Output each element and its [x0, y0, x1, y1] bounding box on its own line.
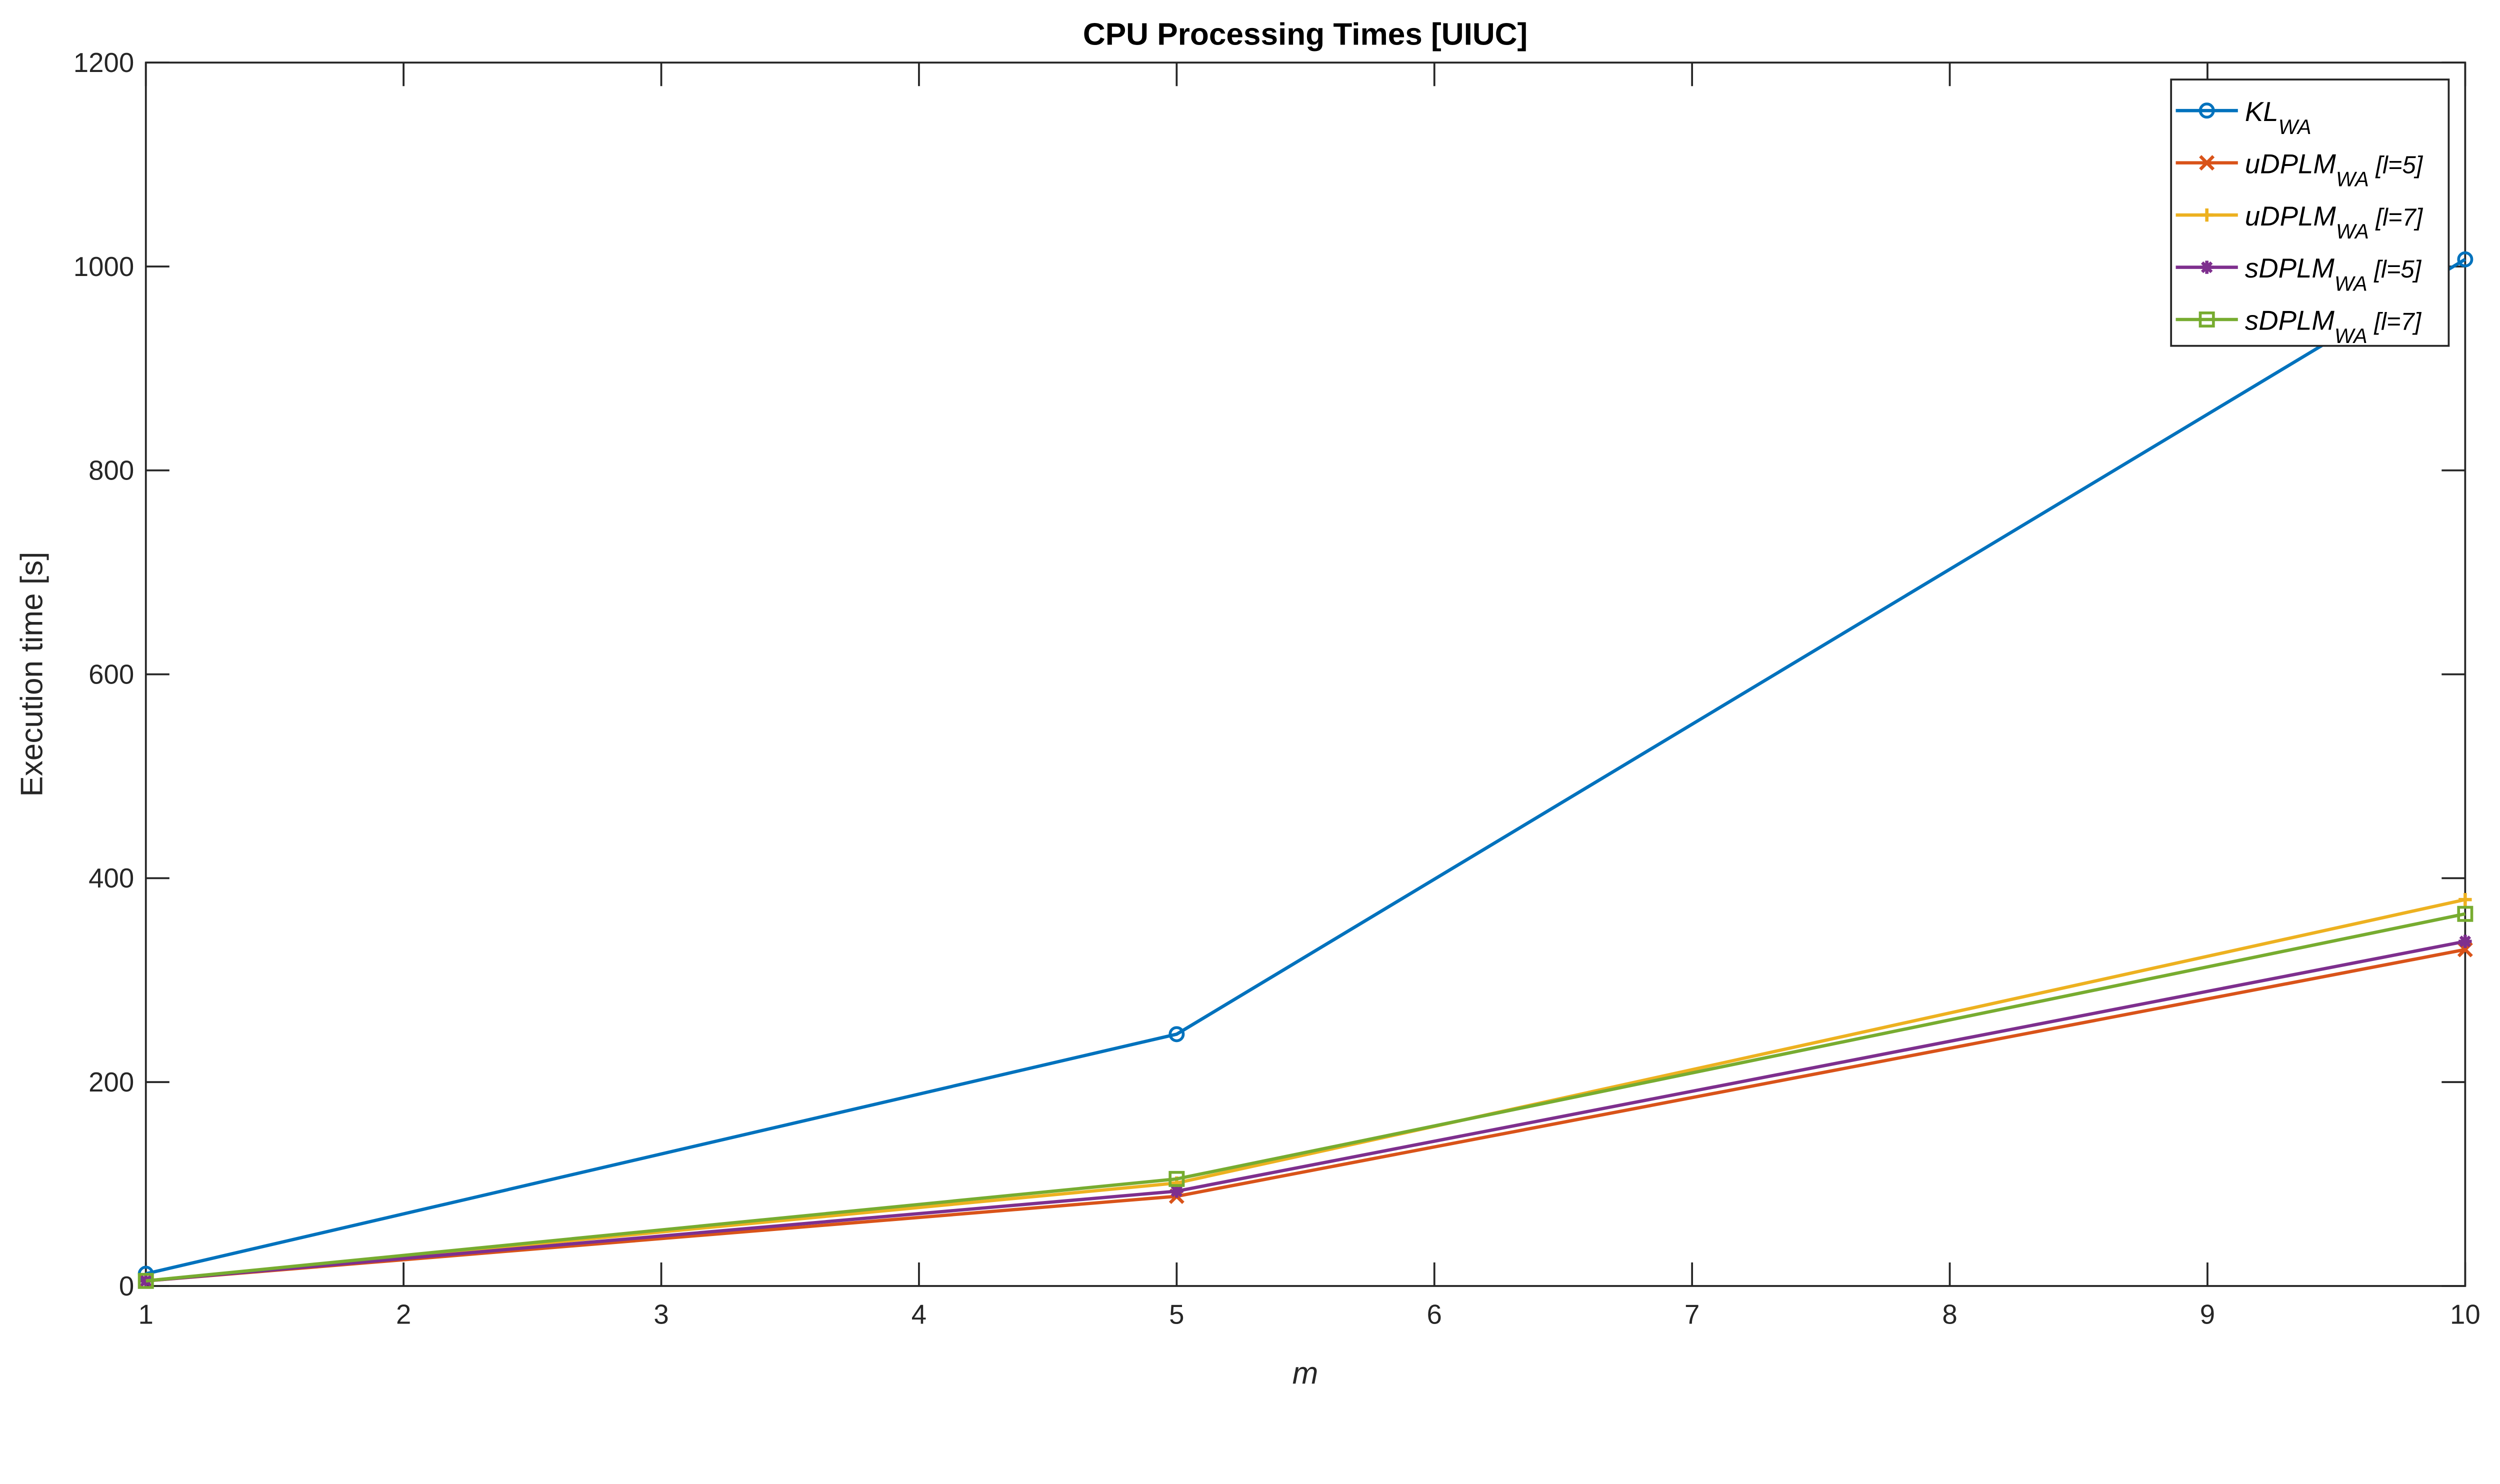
x-tick-label: 7	[1684, 1299, 1700, 1330]
x-tick-label: 5	[1169, 1299, 1184, 1330]
marker-asterisk	[139, 1274, 152, 1288]
marker-asterisk	[2200, 260, 2214, 274]
y-tick-label: 1200	[74, 48, 134, 78]
marker-asterisk	[1170, 1184, 1184, 1198]
legend-label: KLWA	[2245, 96, 2312, 138]
legend-label: uDPLMWA [l=5]	[2245, 148, 2424, 190]
legend-item: KLWA	[2176, 96, 2312, 138]
series-line	[146, 940, 2466, 1283]
x-tick-label: 9	[2200, 1299, 2215, 1330]
y-axis-label: Execution time [s]	[15, 552, 50, 796]
series-line	[146, 948, 2466, 1283]
x-tick-label: 10	[2450, 1299, 2480, 1330]
x-tick-label: 1	[138, 1299, 154, 1330]
series-line	[146, 912, 2466, 1283]
marker-plus	[2458, 893, 2472, 906]
marker-square	[1168, 1170, 1185, 1187]
legend-item: uDPLMWA [l=7]	[2176, 201, 2424, 243]
legend-label: uDPLMWA [l=7]	[2245, 201, 2424, 243]
marker-asterisk	[2458, 934, 2472, 948]
x-tick-label: 2	[396, 1299, 411, 1330]
marker-square	[2198, 311, 2215, 328]
legend-item: sDPLMWA [l=7]	[2176, 306, 2422, 348]
series-4	[138, 906, 2474, 1289]
x-tick-label: 3	[654, 1299, 668, 1330]
x-tick-label: 8	[1942, 1299, 1957, 1330]
marker-circle	[1168, 1026, 1185, 1042]
legend-box	[2170, 78, 2450, 347]
marker-square	[138, 1272, 154, 1289]
legend-item: sDPLMWA [l=5]	[2176, 253, 2422, 296]
marker-x	[2199, 155, 2215, 171]
series-0	[138, 251, 2474, 1282]
marker-square	[2457, 906, 2474, 922]
y-tick-label: 0	[119, 1271, 134, 1302]
legend-item: uDPLMWA [l=5]	[2176, 148, 2424, 191]
x-axis-label: m	[1292, 1356, 1318, 1390]
axes: 1 2 3 4 5 6 7 8 9 10 0 200 400 600 800 1000 1200	[74, 48, 2480, 1330]
series-3	[139, 934, 2472, 1288]
plot-box	[144, 62, 2466, 1287]
series-2	[139, 893, 2472, 1288]
x-tick-label: 6	[1427, 1299, 1442, 1330]
marker-circle	[2457, 251, 2474, 268]
chart-title: CPU Processing Times [UIUC]	[1083, 17, 1528, 52]
series-1	[138, 942, 2473, 1289]
chart: CPU Processing Times [UIUC] m Execution …	[15, 17, 2480, 1390]
marker-plus	[2200, 208, 2214, 222]
y-tick-label: 400	[88, 863, 134, 894]
y-tick-label: 1000	[74, 252, 134, 282]
legend: KLWA uDPLMWA [l=5] uDPLMWA [l=7] sDPLMWA [l…	[2170, 78, 2450, 348]
x-tick-label: 4	[912, 1299, 926, 1330]
legend-label: sDPLMWA [l=5]	[2245, 253, 2422, 295]
legend-label: sDPLMWA [l=7]	[2245, 306, 2422, 348]
series-lines	[138, 251, 2474, 1289]
y-tick-label: 200	[88, 1067, 134, 1098]
y-tick-label: 600	[88, 659, 134, 690]
marker-circle	[2198, 102, 2215, 119]
series-line	[145, 258, 2466, 1276]
y-tick-label: 800	[88, 456, 134, 486]
